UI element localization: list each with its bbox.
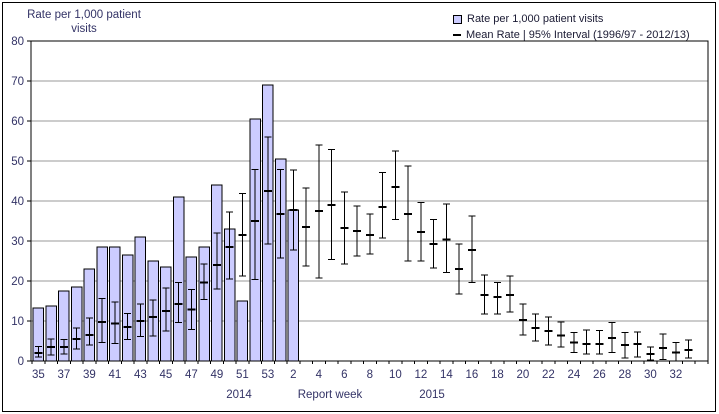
axes [27, 40, 709, 364]
svg-text:51: 51 [236, 369, 249, 381]
y-axis-title-line2: visits [71, 23, 97, 35]
legend-label-mean: Mean Rate | 95% Interval (1996/97 - 2012… [466, 29, 690, 41]
svg-text:10: 10 [389, 369, 402, 381]
svg-text:39: 39 [83, 369, 96, 381]
svg-text:10: 10 [11, 316, 24, 328]
svg-text:16: 16 [465, 369, 478, 381]
legend-item-mean: Mean Rate | 95% Interval (1996/97 - 2012… [453, 27, 690, 43]
svg-text:53: 53 [261, 369, 274, 381]
year-label-2014: 2014 [226, 389, 252, 401]
error-bars-group [34, 136, 693, 362]
svg-text:80: 80 [11, 36, 24, 48]
svg-text:6: 6 [341, 369, 347, 381]
y-axis-title: Rate per 1,000 patient visits [9, 8, 159, 36]
svg-text:30: 30 [11, 236, 24, 248]
svg-text:49: 49 [210, 369, 223, 381]
mean-series-marker-icon [453, 34, 461, 36]
year-label-2015: 2015 [419, 389, 445, 401]
svg-text:20: 20 [11, 276, 24, 288]
svg-text:22: 22 [542, 369, 555, 381]
svg-text:30: 30 [644, 369, 657, 381]
bar-series-marker-icon [453, 14, 462, 24]
svg-text:37: 37 [57, 369, 70, 381]
svg-text:28: 28 [618, 369, 631, 381]
svg-text:14: 14 [440, 369, 453, 381]
svg-text:70: 70 [11, 76, 24, 88]
legend: Rate per 1,000 patient visits Mean Rate … [453, 11, 690, 43]
svg-text:50: 50 [11, 156, 24, 168]
svg-text:26: 26 [593, 369, 606, 381]
legend-item-rate: Rate per 1,000 patient visits [453, 11, 690, 27]
svg-text:0: 0 [18, 356, 24, 368]
svg-text:8: 8 [367, 369, 373, 381]
svg-text:18: 18 [491, 369, 504, 381]
svg-text:35: 35 [32, 369, 45, 381]
svg-text:40: 40 [11, 196, 24, 208]
svg-text:45: 45 [159, 369, 172, 381]
svg-text:24: 24 [567, 369, 580, 381]
svg-text:20: 20 [516, 369, 529, 381]
svg-text:47: 47 [185, 369, 198, 381]
svg-text:2: 2 [290, 369, 296, 381]
svg-text:4: 4 [316, 369, 323, 381]
svg-text:32: 32 [669, 369, 682, 381]
y-axis-title-line1: Rate per 1,000 patient [27, 9, 141, 21]
svg-text:43: 43 [134, 369, 147, 381]
svg-text:60: 60 [11, 116, 24, 128]
svg-text:41: 41 [108, 369, 121, 381]
legend-label-rate: Rate per 1,000 patient visits [467, 13, 604, 25]
svg-text:12: 12 [414, 369, 427, 381]
x-axis-title: Report week [297, 389, 363, 401]
